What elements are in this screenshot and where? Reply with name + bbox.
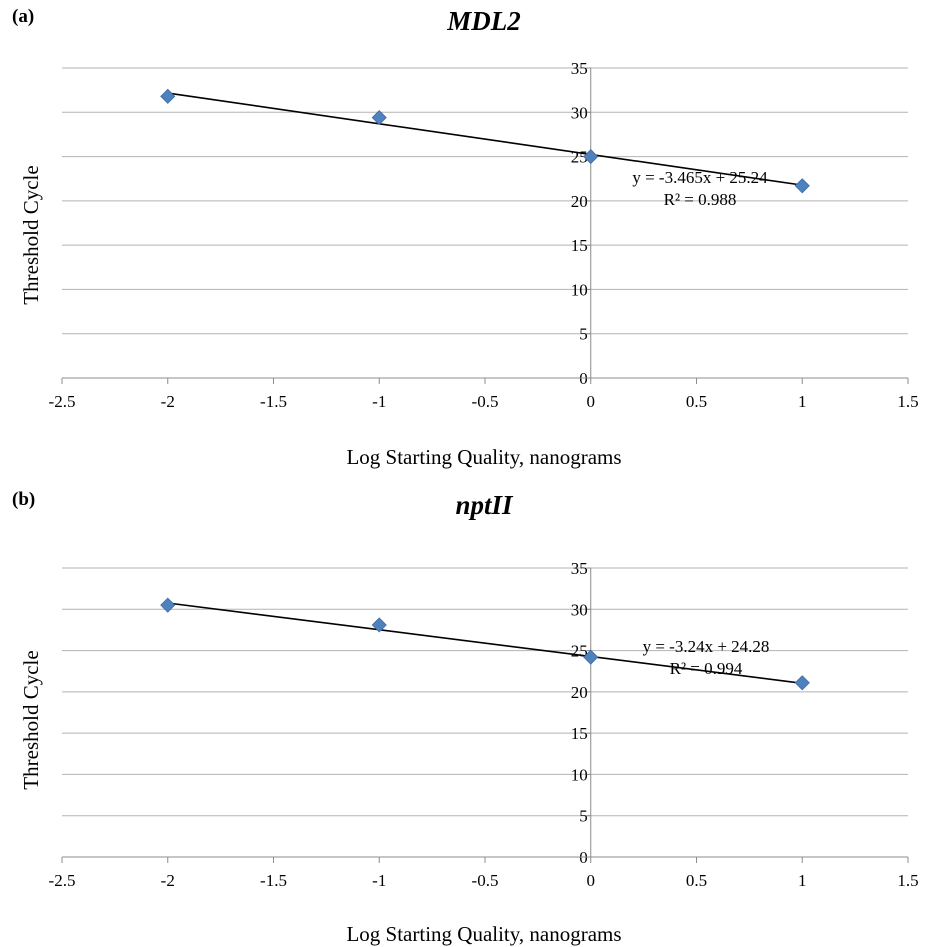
trendline-equation: y = -3.24x + 24.28 <box>643 637 770 656</box>
y-tick-label: 20 <box>571 683 588 702</box>
x-axis-label: Log Starting Quality, nanograms <box>346 922 621 946</box>
x-tick-label: -2 <box>161 392 175 411</box>
x-tick-label: 1 <box>798 392 807 411</box>
x-tick-label: -1.5 <box>260 392 287 411</box>
trendline <box>167 92 803 186</box>
y-tick-label: 30 <box>571 600 588 619</box>
x-tick-label: 0 <box>587 871 596 890</box>
data-point <box>160 597 176 613</box>
y-tick-label: 15 <box>571 236 588 255</box>
x-tick-label: -2.5 <box>49 392 76 411</box>
r-squared-label: R² = 0.988 <box>664 190 737 209</box>
trendline <box>167 602 803 685</box>
y-tick-label: 10 <box>571 765 588 784</box>
x-tick-label: -0.5 <box>472 392 499 411</box>
x-axis-label: Log Starting Quality, nanograms <box>346 445 621 469</box>
chart-title: MDL2 <box>446 6 521 36</box>
x-tick-label: 0 <box>587 392 596 411</box>
x-tick-label: -1.5 <box>260 871 287 890</box>
x-tick-label: 0.5 <box>686 871 707 890</box>
x-tick-label: 1.5 <box>897 871 918 890</box>
panel-label: (b) <box>12 489 35 510</box>
data-point <box>583 649 599 665</box>
y-tick-label: 5 <box>579 325 588 344</box>
y-tick-label: 15 <box>571 724 588 743</box>
y-axis-label: Threshold Cycle <box>19 650 43 789</box>
x-tick-label: -0.5 <box>472 871 499 890</box>
chart-panel-a: (a) MDL2 Threshold Cycle Log Starting Qu… <box>12 6 919 469</box>
y-tick-label: 35 <box>571 559 588 578</box>
y-axis-label: Threshold Cycle <box>19 165 43 304</box>
x-tick-label: 1 <box>798 871 807 890</box>
data-point <box>371 617 387 633</box>
y-tick-label: 5 <box>579 807 588 826</box>
y-tick-label: 35 <box>571 59 588 78</box>
data-point <box>794 178 810 194</box>
x-tick-label: 1.5 <box>897 392 918 411</box>
x-tick-label: -2 <box>161 871 175 890</box>
data-point <box>371 110 387 126</box>
panel-label: (a) <box>12 6 34 27</box>
x-tick-label: -1 <box>372 392 386 411</box>
data-point <box>794 675 810 691</box>
x-tick-label: -2.5 <box>49 871 76 890</box>
trendline-equation: y = -3.465x + 25.24 <box>632 168 768 187</box>
chart-panel-b: (b) nptII Threshold Cycle Log Starting Q… <box>12 489 919 946</box>
y-tick-label: 10 <box>571 280 588 299</box>
x-tick-label: -1 <box>372 871 386 890</box>
y-tick-label: 30 <box>571 103 588 122</box>
data-point <box>583 149 599 165</box>
y-tick-label: 20 <box>571 192 588 211</box>
chart-title: nptII <box>455 490 514 520</box>
x-tick-label: 0.5 <box>686 392 707 411</box>
data-point <box>160 88 176 104</box>
r-squared-label: R² = 0.994 <box>670 659 743 678</box>
